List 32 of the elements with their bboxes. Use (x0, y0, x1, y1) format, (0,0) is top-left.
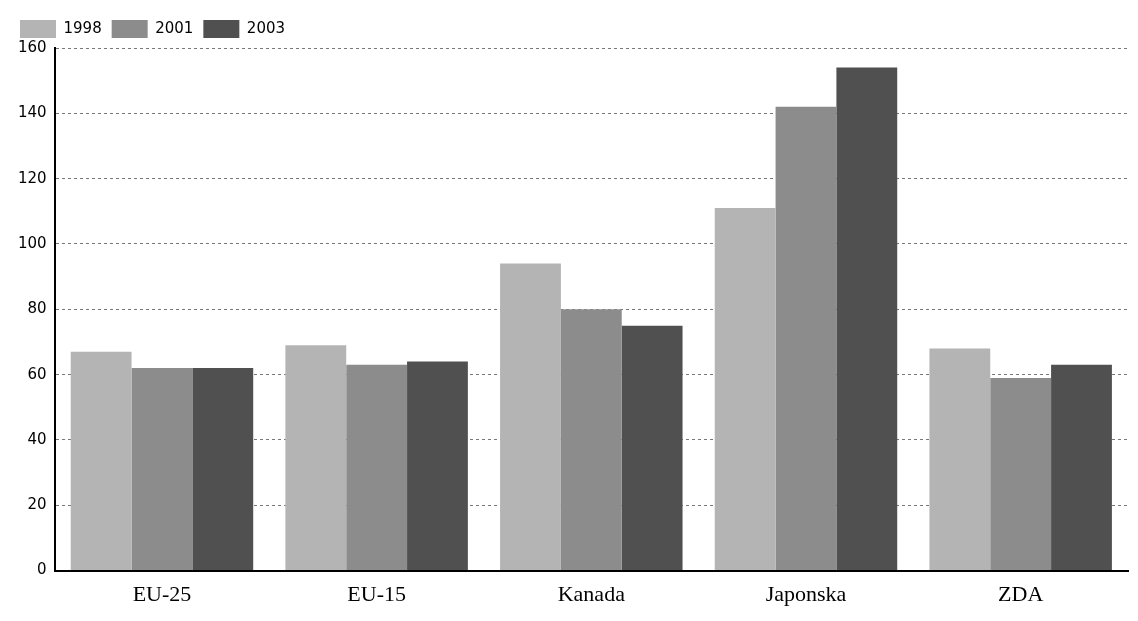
bar (775, 106, 837, 571)
bar (990, 377, 1052, 571)
bar (131, 368, 193, 571)
bar (1051, 364, 1112, 571)
bar (714, 208, 776, 571)
bar (192, 368, 254, 571)
bar (836, 67, 898, 571)
legend-label: 1998 (63, 18, 102, 37)
bar (621, 325, 683, 571)
y-tick-label: 20 (27, 495, 47, 514)
bar (929, 348, 991, 571)
x-tick-label: Kanada (557, 580, 626, 606)
y-tick-label: 160 (17, 37, 47, 56)
x-tick-label: Japonska (765, 580, 847, 606)
y-tick-label: 80 (27, 299, 47, 318)
bar (346, 364, 408, 571)
y-tick-label: 60 (27, 364, 47, 383)
bar (500, 263, 561, 571)
y-tick-label: 0 (37, 560, 47, 579)
y-tick-label: 40 (27, 429, 47, 448)
bar (560, 309, 622, 571)
bar (407, 361, 468, 571)
y-tick-label: 140 (17, 103, 47, 122)
x-tick-label: ZDA (998, 580, 1044, 606)
bar (285, 345, 347, 571)
legend-label: 2001 (155, 18, 194, 37)
y-tick-label: 100 (17, 233, 47, 252)
bar (70, 351, 132, 571)
legend-label: 2003 (246, 18, 286, 37)
y-tick-label: 120 (17, 168, 47, 187)
x-tick-label: EU-25 (132, 580, 192, 606)
x-tick-label: EU-15 (347, 580, 406, 606)
